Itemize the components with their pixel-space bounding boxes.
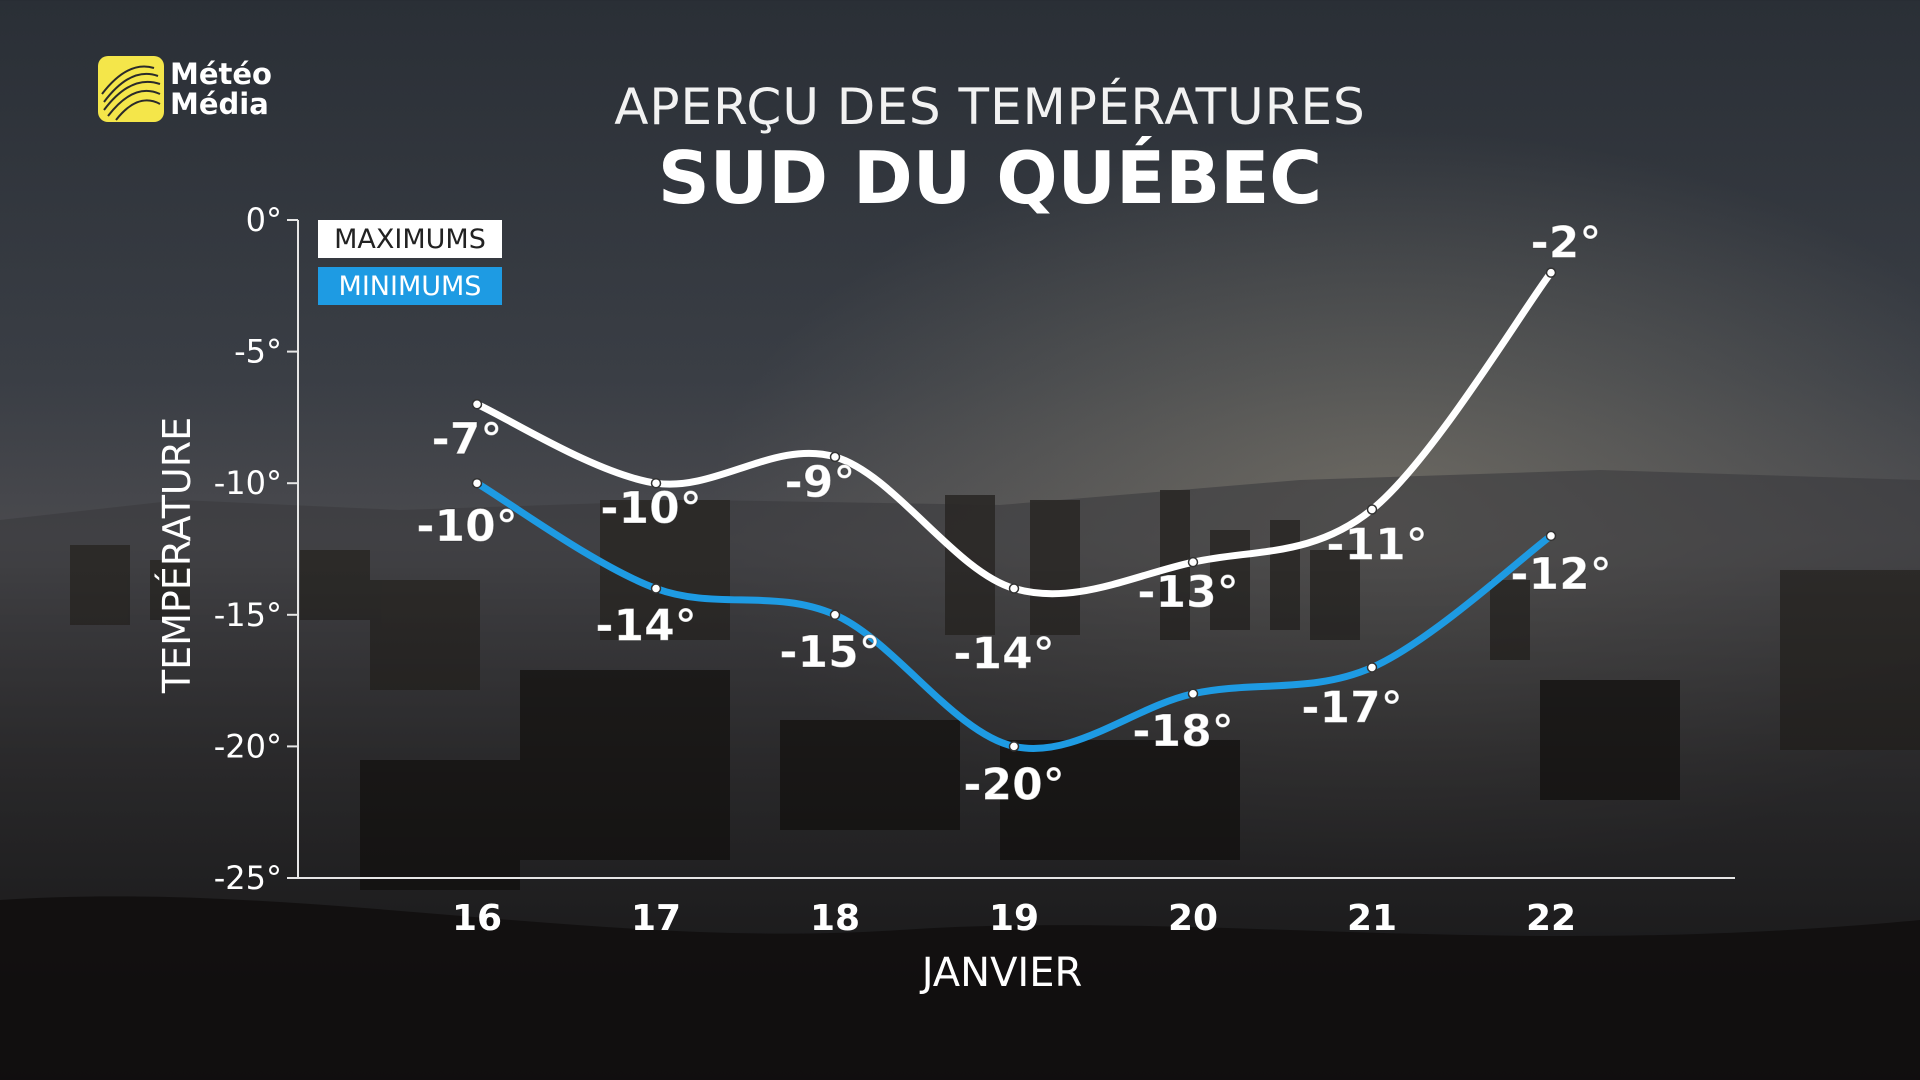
y-tick-label: 0° — [246, 201, 282, 239]
x-tick-label: 19 — [989, 898, 1039, 939]
data-label-minimums: -12° — [1510, 549, 1612, 600]
brand-name: Météo Média — [170, 59, 272, 119]
y-axis-ticks: 0° -5° -10° -15° -20° -25° — [214, 201, 298, 897]
data-label-minimums: -18° — [1132, 706, 1234, 757]
data-labels: -7° -10° -9° -14° -13° -11° -2° -10° -14° -15° -20… — [416, 217, 1613, 811]
x-axis-ticks: 16 17 18 19 20 21 22 — [452, 898, 1576, 939]
globe-icon — [98, 56, 164, 122]
data-point-minimums — [1008, 741, 1020, 752]
chart-subtitle: SUD DU QUÉBEC — [657, 136, 1323, 220]
x-tick-label: 18 — [810, 898, 860, 939]
x-axis-label: JANVIER — [919, 950, 1083, 996]
series-points — [471, 267, 1557, 752]
data-point-maximums — [1187, 556, 1199, 568]
data-label-minimums: -17° — [1301, 682, 1403, 733]
brand-line-1: Météo — [170, 57, 272, 91]
data-label-maximums: -14° — [953, 628, 1055, 679]
data-label-maximums: -9° — [785, 457, 856, 508]
data-point-maximums — [471, 398, 483, 410]
data-label-maximums: -7° — [432, 414, 503, 465]
meteomedia-logo: Météo Média — [98, 56, 272, 122]
x-tick-label: 22 — [1526, 898, 1576, 939]
data-point-maximums — [829, 451, 841, 463]
brand-line-2: Média — [170, 87, 269, 121]
x-tick-label: 20 — [1168, 898, 1218, 939]
x-tick-label: 17 — [631, 898, 681, 939]
y-tick-label: -15° — [214, 596, 282, 634]
data-label-maximums: -2° — [1531, 218, 1602, 269]
data-label-maximums: -10° — [600, 483, 702, 534]
data-label-minimums: -10° — [416, 501, 518, 552]
x-tick-label: 16 — [452, 898, 502, 939]
data-label-maximums: -13° — [1137, 567, 1239, 618]
data-label-minimums: -20° — [963, 759, 1065, 810]
data-point-maximums — [1366, 504, 1378, 515]
data-point-minimums — [829, 609, 841, 621]
data-point-maximums — [1008, 583, 1020, 594]
data-point-maximums — [650, 477, 662, 489]
data-point-minimums — [471, 477, 483, 489]
data-label-minimums: -14° — [595, 600, 697, 651]
axes — [297, 220, 1735, 879]
legend-minimums: MINIMUMS — [318, 267, 502, 305]
chart-title: APERÇU DES TEMPÉRATURES — [614, 78, 1366, 136]
legend-maximums: MAXIMUMS — [318, 220, 502, 258]
data-point-minimums — [1366, 662, 1378, 673]
y-tick-label: -25° — [214, 859, 282, 897]
y-tick-label: -10° — [214, 464, 282, 502]
y-tick-label: -20° — [214, 727, 282, 765]
data-point-minimums — [1545, 530, 1557, 542]
data-point-minimums — [650, 583, 662, 594]
data-label-maximums: -11° — [1326, 520, 1428, 571]
y-axis-label: TEMPÉRATURE — [155, 417, 199, 694]
y-tick-label: -5° — [234, 333, 282, 371]
data-point-maximums — [1545, 267, 1557, 278]
x-tick-label: 21 — [1347, 898, 1397, 939]
data-point-minimums — [1187, 688, 1199, 700]
data-label-minimums: -15° — [779, 627, 881, 678]
